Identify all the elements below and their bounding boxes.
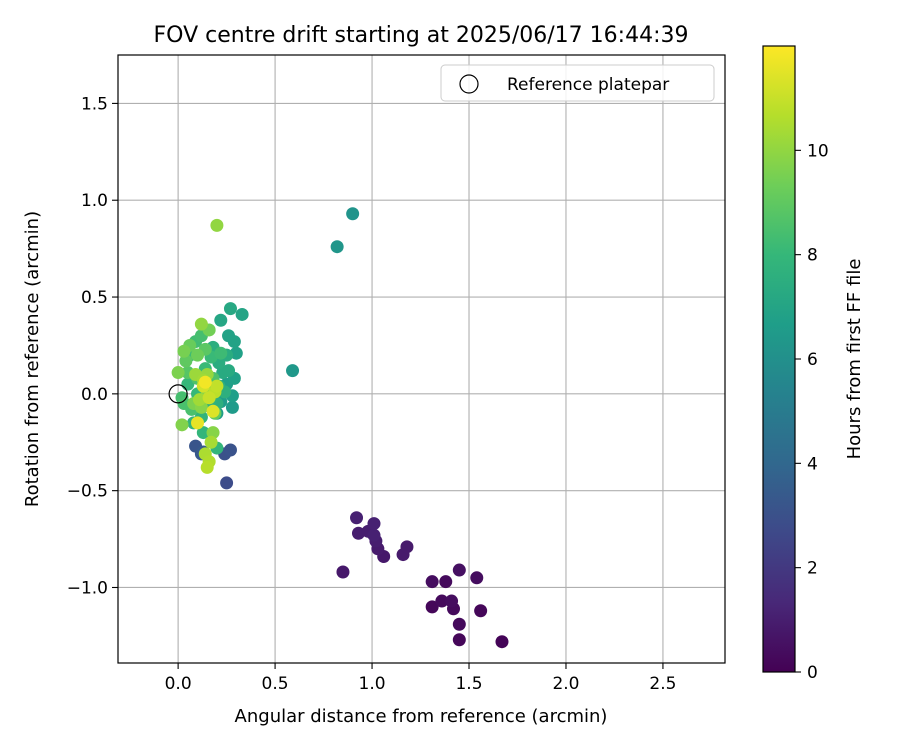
chart-title: FOV centre drift starting at 2025/06/17 … [154,23,689,48]
y-tick-label: −0.5 [67,482,108,502]
data-point [225,400,239,414]
x-tick-label: 0.5 [262,674,289,694]
data-point [351,526,365,540]
x-tick-label: 1.5 [455,674,482,694]
data-point [474,604,488,618]
data-point [214,313,228,327]
data-point [400,540,414,554]
data-point [206,426,220,440]
x-tick-label: 2.0 [552,674,579,694]
data-point [452,617,466,631]
plot-area-frame [117,54,726,664]
data-point [350,511,364,525]
colorbar-tick-label: 0 [807,663,818,683]
data-points [168,207,509,649]
data-point [227,335,241,349]
data-point [235,307,249,321]
data-point [198,375,212,389]
x-tick-label: 2.5 [649,674,676,694]
y-tick-label: −1.0 [67,578,108,598]
data-point [445,594,459,608]
y-axis-ticks: −1.0 −0.5 0.0 0.5 1.0 1.5 [67,94,118,598]
legend-marker-reference [459,74,479,94]
colorbar-tick-label: 6 [807,350,818,370]
x-tick-label: 1.0 [359,674,386,694]
data-point [210,218,224,232]
data-point [206,404,220,418]
x-axis-label: Angular distance from reference (arcmin) [235,706,608,727]
data-point [214,346,228,360]
data-point [223,443,237,457]
data-point [452,563,466,577]
data-point [202,391,216,405]
colorbar-tick-label: 2 [807,559,818,579]
y-tick-label: 0.0 [81,385,108,405]
data-point [192,393,206,407]
data-point [470,571,484,585]
data-point [286,364,300,378]
colorbar-label: Hours from first FF file [844,259,865,460]
data-point [194,317,208,331]
colorbar-ticks: 0 2 4 6 8 10 [795,141,829,683]
data-point [196,426,210,440]
y-tick-label: 1.0 [81,191,108,211]
data-point [336,565,350,579]
data-point [220,476,234,490]
legend-box [440,64,715,102]
data-point [223,302,237,316]
data-point [210,379,224,393]
data-point [367,528,381,542]
data-point [229,346,243,360]
x-axis-ticks: 0.0 0.5 1.0 1.5 2.0 2.5 [165,663,676,694]
data-point [425,575,439,589]
data-point [177,344,191,358]
colorbar-tick-label: 10 [807,141,829,161]
data-point [191,416,205,430]
data-point [367,517,381,531]
legend-label-reference: Reference platepar [507,75,669,95]
data-point [179,354,193,368]
y-tick-label: 1.5 [81,94,108,114]
colorbar-tick-label: 8 [807,246,818,266]
y-tick-label: 0.5 [81,288,108,308]
data-point [439,575,453,589]
data-point [495,635,509,649]
data-point [200,460,214,474]
data-point [222,364,236,378]
colorbar-tick-label: 4 [807,454,818,474]
data-point [204,435,218,449]
reference-platepar-marker [168,384,188,404]
data-point [452,633,466,647]
data-point [191,348,205,362]
data-point [425,600,439,614]
colorbar: 0 2 4 6 8 10 Hours from first FF file [762,45,865,683]
grid [118,55,725,663]
data-point [435,594,449,608]
data-point [346,207,360,221]
colorbar-gradient [763,46,795,672]
data-point [175,418,189,432]
y-axis-label: Rotation from reference (arcmin) [22,211,43,507]
x-tick-label: 0.0 [165,674,192,694]
data-point [171,366,185,380]
legend: Reference platepar [440,64,715,102]
data-point [330,240,344,254]
